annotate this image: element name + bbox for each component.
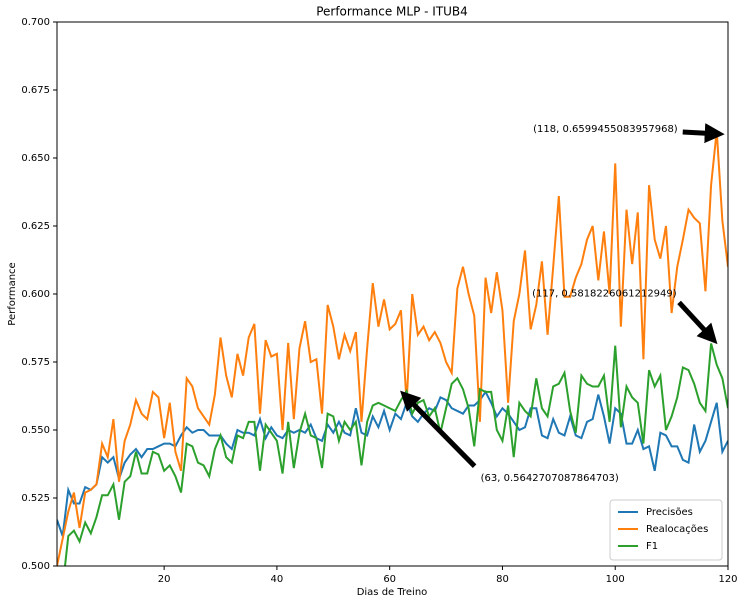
y-tick-label: 0.525 [21,493,50,504]
legend: Precisões Realocações F1 [609,499,723,561]
x-tick-label: 40 [271,574,284,585]
annotation-text: (117, 0.5818226061212949) [532,288,677,299]
plot-frame [56,21,729,567]
y-tick-label: 0.625 [21,221,50,232]
y-tick-label: 0.500 [21,561,50,572]
y-tick-label: 0.650 [21,153,50,164]
x-tick-label: 60 [383,574,396,585]
y-tick-label: 0.575 [21,357,50,368]
chart-title: Performance MLP - ITUB4 [316,5,468,19]
x-tick-label: 120 [718,574,737,585]
annotation-arrow [400,390,477,468]
x-tick-label: 80 [496,574,509,585]
y-axis-label: Performance [7,262,18,325]
y-tick-label: 0.550 [21,425,50,436]
y-tick-label: 0.600 [21,289,50,300]
y-tick-label: 0.700 [21,17,50,28]
annotation-arrow [682,123,725,144]
x-axis-label: Dias de Treino [357,587,428,598]
x-tick-label: 20 [158,574,171,585]
annotation-text: (118, 0.6599455083957968) [533,124,678,135]
plot-area [57,130,728,566]
line-series [64,343,728,566]
legend-label: Realocações [646,524,708,535]
legend-label: F1 [646,541,658,552]
x-tick-label: 100 [606,574,625,585]
line-series [57,389,728,537]
y-tick-label: 0.675 [21,85,50,96]
annotation-text: (63, 0.5642707087864703) [481,473,619,484]
annotation-arrow [677,300,718,345]
legend-label: Precisões [646,507,693,518]
line-series [57,130,728,566]
